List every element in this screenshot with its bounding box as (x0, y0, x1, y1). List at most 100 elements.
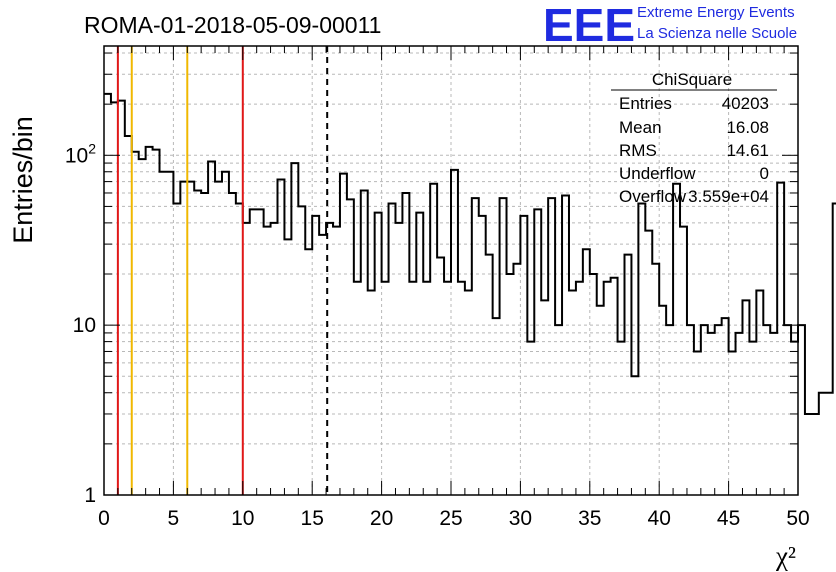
histogram-bin (486, 255, 493, 495)
stats-box: ChiSquare Entries 40203 Mean 16.08 RMS 1… (611, 70, 777, 206)
histogram-bin (819, 393, 826, 495)
histogram-bin (541, 300, 548, 495)
stats-value-overflow: 3.559e+04 (688, 187, 769, 206)
x-tick-label: 45 (717, 507, 740, 530)
histogram-bin (555, 325, 562, 495)
histogram-bin (729, 351, 736, 495)
histogram-bin (805, 414, 812, 495)
histogram-bin (625, 255, 632, 495)
histogram-bin (534, 209, 541, 495)
histogram-bin (173, 204, 180, 495)
histogram-bin (201, 193, 208, 495)
logo-line-1: Extreme Energy Events (637, 4, 795, 21)
stats-label-mean: Mean (619, 118, 662, 137)
histogram-bin (507, 274, 514, 495)
stats-label-overflow: Overflow (619, 187, 687, 206)
histogram-bin (416, 213, 423, 495)
y-axis-title: Entries/bin (8, 116, 38, 244)
histogram-bin (250, 209, 257, 495)
histogram-bin (701, 325, 708, 495)
histogram-bin (187, 182, 194, 495)
x-tick-label: 20 (370, 507, 393, 530)
histogram-bin (604, 282, 611, 495)
histogram-bin (208, 161, 215, 495)
histogram-bin (520, 216, 527, 495)
histogram-bin (458, 282, 465, 495)
x-tick-label: 5 (168, 507, 180, 530)
histogram-bin (153, 150, 160, 495)
stats-label-underflow: Underflow (619, 164, 696, 183)
stats-value-mean: 16.08 (726, 118, 769, 137)
histogram-bin (243, 223, 250, 495)
histogram-bin (479, 216, 486, 495)
histogram-bin (784, 325, 791, 495)
x-tick-label: 40 (648, 507, 671, 530)
histogram-bin (125, 136, 132, 495)
x-tick-label: 35 (578, 507, 601, 530)
histogram-bin (312, 216, 319, 495)
x-tick-label: 15 (301, 507, 324, 530)
histogram-bin (590, 274, 597, 495)
histogram-bin (638, 204, 645, 495)
logo-line-2: La Scienza nelle Scuole (637, 25, 797, 42)
histogram-bin (576, 282, 583, 495)
histogram-bin (666, 325, 673, 495)
histogram-bin (680, 227, 687, 495)
histogram-bin (673, 184, 680, 495)
histogram-bin (395, 223, 402, 495)
histogram-bin (791, 342, 798, 495)
stats-header: ChiSquare (652, 70, 732, 89)
histogram-bin (611, 278, 618, 495)
y-tick-label: 1 (84, 484, 96, 507)
histogram-bin (742, 300, 749, 495)
logo-mark: EEE (543, 0, 635, 51)
histogram-bin (583, 249, 590, 495)
y-tick-label: 102 (65, 140, 96, 167)
histogram-bin (444, 282, 451, 495)
grid (104, 46, 798, 495)
histogram-bin (354, 282, 361, 495)
histogram-bin (291, 163, 298, 495)
histogram-bin (333, 227, 340, 495)
histogram-bin (146, 147, 153, 495)
histogram-bin (659, 306, 666, 495)
histogram-bin (284, 239, 291, 495)
histogram-bin (361, 191, 368, 495)
histogram-bin (715, 325, 722, 495)
histogram-bin (430, 184, 437, 495)
histogram-bin (215, 182, 222, 495)
eee-logo: EEE Extreme Energy Events La Scienza nel… (543, 0, 797, 51)
histogram-bin (597, 306, 604, 495)
histogram-bin (375, 213, 382, 495)
histogram-bin (826, 393, 833, 495)
x-axis-title: χ² (775, 541, 796, 571)
histogram-bin (305, 249, 312, 495)
x-tick-label: 0 (98, 507, 110, 530)
histogram-bin (271, 223, 278, 495)
histogram-bin (423, 282, 430, 495)
marker-lines (116, 46, 329, 495)
histogram-bin (340, 174, 347, 495)
histogram (104, 92, 836, 495)
histogram-bin (278, 180, 285, 495)
histogram-bin (562, 195, 569, 495)
histogram-bin (513, 264, 520, 495)
x-tick-label: 25 (439, 507, 462, 530)
y-tick-label: 10 (73, 314, 96, 337)
histogram-bin (194, 191, 201, 495)
histogram-bin (472, 198, 479, 495)
histogram-bin (257, 209, 264, 495)
stats-label-entries: Entries (619, 94, 672, 113)
histogram-bin (548, 198, 555, 495)
histogram-bin (298, 206, 305, 495)
histogram-bin (139, 159, 146, 495)
histogram-bin (264, 227, 271, 495)
histogram-bin (763, 325, 770, 495)
histogram-bin (402, 193, 409, 495)
histogram-bin (694, 351, 701, 495)
histogram-bin (527, 342, 534, 495)
x-tick-label: 30 (509, 507, 532, 530)
histogram-bin (500, 198, 507, 495)
histogram-bin (687, 325, 694, 495)
